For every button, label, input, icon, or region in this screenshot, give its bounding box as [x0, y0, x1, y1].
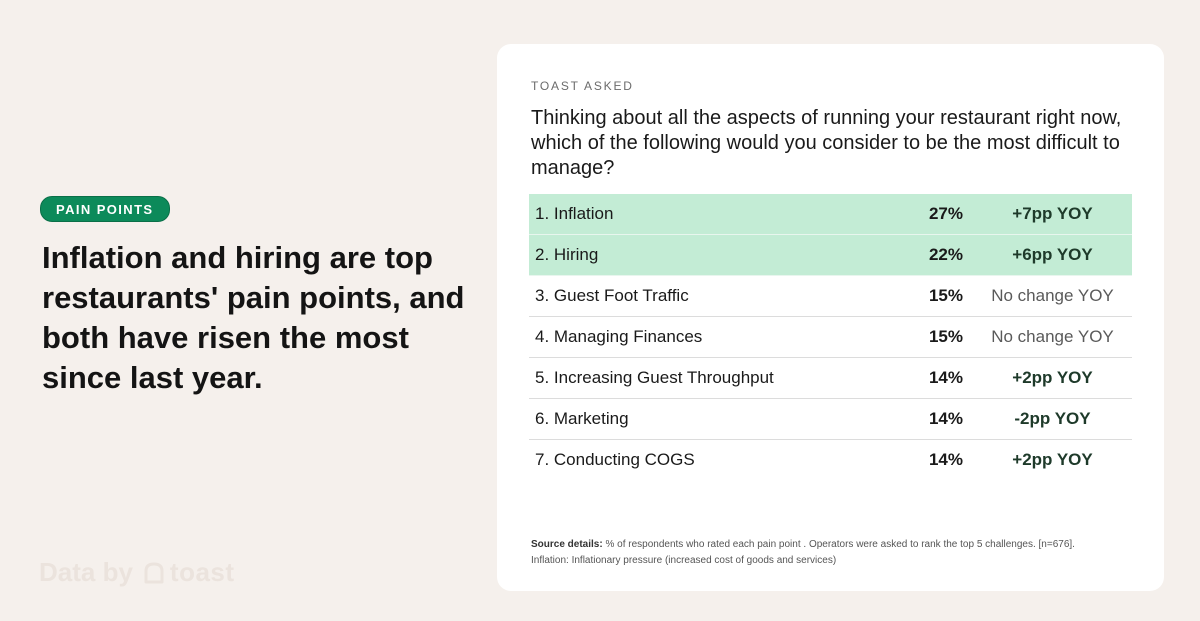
results-table: 1. Inflation 27% +7pp YOY 2. Hiring 22% +6pp …	[529, 194, 1132, 480]
table-row: 5. Increasing Guest Throughput 14% +2pp YO…	[529, 358, 1132, 399]
source-label: Source details:	[531, 539, 603, 550]
row-yoy-change: +2pp YOY	[1012, 450, 1093, 469]
row-label: 6. Marketing	[535, 409, 629, 428]
pain-points-badge: PAIN POINTS	[40, 196, 170, 222]
survey-card: TOAST ASKED Thinking about all the aspec…	[497, 44, 1164, 591]
row-yoy-change: +2pp YOY	[1012, 368, 1093, 387]
row-percent: 14%	[928, 368, 963, 387]
row-yoy-change: +7pp YOY	[1012, 204, 1093, 223]
survey-question: Thinking about all the aspects of runnin…	[531, 107, 1122, 179]
source-note: Inflation: Inflationary pressure (increa…	[531, 555, 837, 566]
row-percent: 15%	[928, 286, 963, 305]
brand-name: toast	[169, 557, 235, 587]
row-label: 4. Managing Finances	[535, 327, 703, 346]
survey-eyebrow: TOAST ASKED	[531, 79, 634, 93]
brand-footer: Data by toast	[39, 557, 235, 588]
table-row: 1. Inflation 27% +7pp YOY	[529, 194, 1132, 235]
row-label: 5. Increasing Guest Throughput	[535, 368, 774, 387]
table-row: 7. Conducting COGS 14% +2pp YOY	[529, 440, 1132, 480]
headline: Inflation and hiring are top restaurants…	[42, 240, 465, 395]
row-percent: 27%	[928, 204, 963, 223]
source-text: % of respondents who rated each pain poi…	[605, 539, 1075, 550]
row-yoy-change: -2pp YOY	[1014, 409, 1091, 428]
row-yoy-change: No change YOY	[991, 286, 1114, 305]
source-footnote: Source details: % of respondents who rat…	[531, 537, 1141, 569]
row-percent: 15%	[928, 327, 963, 346]
row-percent: 14%	[928, 409, 963, 428]
row-label: 2. Hiring	[535, 245, 599, 264]
row-percent: 22%	[928, 245, 963, 264]
row-label: 3. Guest Foot Traffic	[535, 286, 689, 305]
table-row: 6. Marketing 14% -2pp YOY	[529, 399, 1132, 440]
row-yoy-change: No change YOY	[991, 327, 1114, 346]
toast-logo-icon	[142, 561, 166, 585]
brand-prefix: Data by	[39, 557, 133, 587]
source-details-line: Source details: % of respondents who rat…	[531, 537, 1141, 553]
table-row: 4. Managing Finances 15% No change YOY	[529, 317, 1132, 358]
table-row: 3. Guest Foot Traffic 15% No change YOY	[529, 276, 1132, 317]
table-row: 2. Hiring 22% +6pp YOY	[529, 235, 1132, 276]
row-percent: 14%	[928, 450, 963, 469]
row-label: 1. Inflation	[535, 204, 614, 223]
row-label: 7. Conducting COGS	[535, 450, 695, 469]
row-yoy-change: +6pp YOY	[1012, 245, 1093, 264]
